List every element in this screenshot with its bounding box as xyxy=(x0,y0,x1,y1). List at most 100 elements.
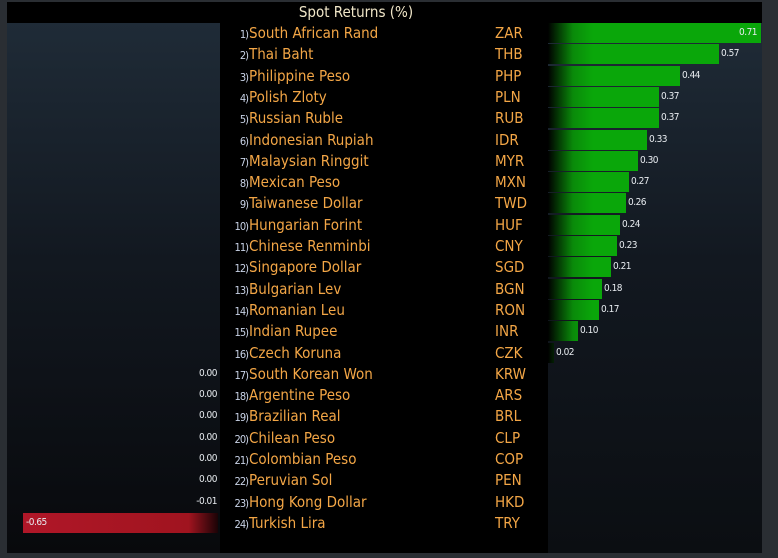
currency-row[interactable]: 19)Brazilian Real BRL xyxy=(222,406,548,427)
currency-name[interactable]: Singapore Dollar xyxy=(249,258,362,277)
currency-code: PLN xyxy=(495,87,521,106)
currency-row[interactable]: 12)Singapore Dollar SGD xyxy=(222,257,548,278)
positive-bar xyxy=(548,65,680,86)
chart-title: Spot Returns (%) xyxy=(298,3,414,21)
currency-name[interactable]: Hungarian Forint xyxy=(249,215,363,234)
currency-name[interactable]: Philippine Peso xyxy=(249,66,351,85)
currency-name[interactable]: Indian Rupee xyxy=(249,322,338,341)
currency-code: INR xyxy=(495,322,519,341)
currency-code: THB xyxy=(495,45,523,64)
currency-name[interactable]: Peruvian Sol xyxy=(249,471,333,490)
currency-code: HUF xyxy=(495,215,523,234)
currency-code: CZK xyxy=(495,343,523,362)
row-rank: 4) xyxy=(239,91,249,105)
currency-name[interactable]: Brazilian Real xyxy=(249,407,341,426)
currency-row[interactable]: 22)Peruvian Sol PEN xyxy=(222,470,548,491)
value-label: 0.00 xyxy=(198,367,218,379)
currency-row[interactable]: 4)Polish Zloty PLN xyxy=(222,87,548,108)
currency-name[interactable]: Bulgarian Lev xyxy=(249,279,342,298)
currency-name[interactable]: Indonesian Rupiah xyxy=(249,130,374,149)
currency-code: CNY xyxy=(495,237,523,255)
currency-name[interactable]: Turkish Lira xyxy=(249,513,326,532)
value-label: 0.21 xyxy=(613,261,632,273)
value-label: -0.65 xyxy=(26,516,47,528)
currency-row[interactable]: 9)Taiwanese Dollar TWD xyxy=(222,193,548,214)
row-rank: 12) xyxy=(234,262,249,276)
value-label: 0.44 xyxy=(682,69,701,81)
negative-bar-panel xyxy=(7,23,220,553)
currency-name[interactable]: Czech Koruna xyxy=(249,343,342,362)
currency-row[interactable]: 14)Romanian Leu RON xyxy=(222,300,548,321)
row-rank: 11) xyxy=(234,241,249,254)
currency-name[interactable]: Chilean Peso xyxy=(249,428,336,447)
currency-row[interactable]: 24)Turkish Lira TRY xyxy=(222,513,548,534)
currency-code: IDR xyxy=(495,130,519,149)
value-label: 0.23 xyxy=(619,240,638,251)
currency-name[interactable]: Hong Kong Dollar xyxy=(249,492,367,511)
currency-code: RUB xyxy=(495,109,524,128)
currency-row[interactable]: 20)Chilean Peso CLP xyxy=(222,428,548,449)
row-rank: 21) xyxy=(234,454,249,467)
currency-code: HKD xyxy=(495,492,525,511)
currency-row[interactable]: 16)Czech Koruna CZK xyxy=(222,343,548,364)
positive-bar xyxy=(548,23,761,43)
currency-code: MXN xyxy=(495,173,526,192)
currency-row[interactable]: 7)Malaysian Ringgit MYR xyxy=(222,151,548,172)
positive-bar xyxy=(548,172,629,193)
value-label: 0.24 xyxy=(622,218,641,230)
currency-code: BGN xyxy=(495,279,525,298)
value-label: 0.37 xyxy=(661,90,680,102)
currency-row[interactable]: 18)Argentine Peso ARS xyxy=(222,385,548,406)
value-label: 0.00 xyxy=(198,410,218,422)
currency-name[interactable]: Thai Baht xyxy=(249,45,314,64)
currency-code: KRW xyxy=(495,364,526,383)
currency-name[interactable]: Argentine Peso xyxy=(249,386,351,405)
row-rank: 23) xyxy=(234,496,249,510)
value-label: 0.26 xyxy=(628,197,647,209)
row-rank: 8) xyxy=(239,177,249,191)
currency-code: TWD xyxy=(495,194,527,213)
positive-bar xyxy=(548,342,554,363)
row-rank: 7) xyxy=(239,155,249,169)
value-label: 0.33 xyxy=(649,133,668,145)
currency-row[interactable]: 2)Thai Baht THB xyxy=(222,44,548,65)
currency-name[interactable]: Russian Ruble xyxy=(249,109,344,128)
value-label: -0.01 xyxy=(196,495,217,507)
currency-row[interactable]: 5)Russian Ruble RUB xyxy=(222,108,548,129)
currency-name[interactable]: South Korean Won xyxy=(249,364,373,383)
currency-code: BRL xyxy=(495,407,522,426)
currency-name[interactable]: Mexican Peso xyxy=(249,173,341,192)
currency-row[interactable]: 1)South African Rand ZAR xyxy=(222,23,548,44)
positive-bar xyxy=(548,108,659,129)
positive-bar xyxy=(548,86,659,107)
currency-name[interactable]: South African Rand xyxy=(249,24,379,42)
currency-row[interactable]: 8)Mexican Peso MXN xyxy=(222,172,548,193)
currency-row[interactable]: 21)Colombian Peso COP xyxy=(222,449,548,470)
currency-row[interactable]: 15)Indian Rupee INR xyxy=(222,321,548,342)
currency-name[interactable]: Romanian Leu xyxy=(249,300,345,319)
currency-name[interactable]: Chinese Renminbi xyxy=(249,237,371,255)
currency-name[interactable]: Taiwanese Dollar xyxy=(249,194,363,213)
currency-row[interactable]: 10)Hungarian Forint HUF xyxy=(222,215,548,236)
row-rank: 18) xyxy=(234,390,249,404)
currency-name[interactable]: Polish Zloty xyxy=(249,87,327,106)
value-label: 0.00 xyxy=(198,389,218,401)
row-rank: 3) xyxy=(239,70,249,84)
currency-row[interactable]: 6)Indonesian Rupiah IDR xyxy=(222,130,548,151)
currency-row[interactable]: 11)Chinese Renminbi CNY xyxy=(222,236,548,257)
value-label: 0.18 xyxy=(604,282,623,294)
currency-code: SGD xyxy=(495,258,525,277)
positive-bar xyxy=(548,214,620,235)
currency-row[interactable]: 23)Hong Kong Dollar HKD xyxy=(222,492,548,513)
positive-bar xyxy=(548,299,599,320)
currency-name[interactable]: Malaysian Ringgit xyxy=(249,151,369,170)
row-rank: 19) xyxy=(234,411,249,425)
value-label: 0.00 xyxy=(198,474,218,486)
currency-name[interactable]: Colombian Peso xyxy=(249,450,357,468)
currency-row[interactable]: 17)South Korean Won KRW xyxy=(222,364,548,385)
positive-bar xyxy=(548,278,602,299)
currency-row[interactable]: 3)Philippine Peso PHP xyxy=(222,66,548,87)
row-rank: 16) xyxy=(234,347,249,361)
value-label: 0.71 xyxy=(739,27,758,38)
currency-row[interactable]: 13)Bulgarian Lev BGN xyxy=(222,279,548,300)
